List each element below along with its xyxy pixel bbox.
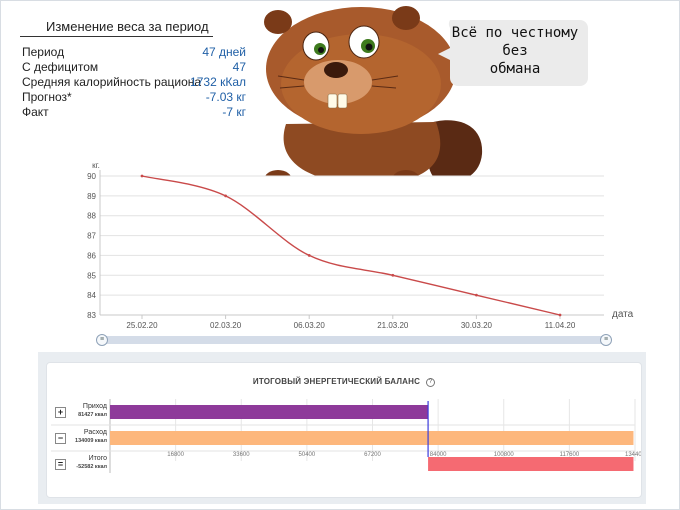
y-axis-label: кг. (92, 161, 100, 170)
stat-label: Прогноз* (22, 90, 72, 104)
energy-title-text: ИТОГОВЫЙ ЭНЕРГЕТИЧЕСКИЙ БАЛАНС (252, 377, 421, 386)
speech-bubble-text: Всё по честному без обмана (444, 24, 586, 78)
weight-series-line (141, 175, 561, 316)
y-tick-label: 88 (87, 212, 96, 221)
y-tick-label: 83 (87, 311, 96, 320)
expense-bar (110, 431, 634, 445)
x-tick-label: 100800 (494, 452, 515, 458)
bubble-line: обмана (489, 61, 541, 77)
expense-label-text: Расход (83, 429, 107, 436)
total-bar (428, 457, 634, 471)
energy-balance-panel: ИТОГОВЫЙ ЭНЕРГЕТИЧЕСКИЙ БАЛАНС? 16800 336… (46, 362, 642, 498)
x-tick-label: 84000 (430, 452, 447, 458)
stat-value: 1732 кКал (190, 75, 246, 89)
data-point (224, 194, 228, 198)
x-tick-label: 25.02.20 (126, 321, 158, 330)
income-toggle-button[interactable]: + (55, 407, 66, 418)
range-track[interactable] (100, 336, 608, 344)
income-label: Приход 81427 ккал (67, 403, 107, 419)
stat-row-deficit: С дефицитом 47 (20, 60, 250, 75)
data-point (391, 273, 395, 277)
y-tick-label: 86 (87, 251, 96, 260)
weight-line-chart: 90 89 88 87 86 85 84 83 кг. дата 25.02.20 02.03.20 0… (87, 161, 634, 330)
weight-stats: Изменение веса за период Период 47 дней … (20, 18, 250, 120)
range-handle-left[interactable]: ≡ (96, 334, 108, 346)
stat-value: -7.03 кг (205, 90, 246, 104)
x-tick-label: 134400 (625, 452, 641, 458)
data-point (307, 254, 311, 257)
total-value-text: -52582 ккал (76, 464, 107, 470)
y-tick-label: 87 (87, 232, 96, 241)
income-value-text: 81427 ккал (78, 412, 107, 418)
stat-label: С дефицитом (22, 60, 99, 74)
bubble-line: Всё по честному (451, 25, 579, 41)
stat-label: Период (22, 45, 65, 59)
range-handle-right[interactable]: ≡ (600, 334, 612, 346)
x-axis-label: дата (612, 309, 634, 320)
stat-value: 47 (232, 60, 246, 74)
expense-value-text: 134009 ккал (75, 438, 107, 444)
expense-toggle-button[interactable]: − (55, 433, 66, 444)
x-tick-label: 33600 (233, 452, 250, 458)
stat-value: 47 дней (202, 45, 246, 59)
x-tick-label: 02.03.20 (210, 321, 242, 330)
expense-label: Расход 134009 ккал (67, 429, 107, 445)
x-tick-label: 50400 (299, 452, 316, 458)
total-label-text: Итого (88, 455, 107, 462)
data-point (140, 174, 144, 178)
data-point (558, 313, 562, 317)
x-tick-label: 21.03.20 (377, 321, 409, 330)
help-icon[interactable]: ? (426, 378, 436, 387)
x-tick-label: 30.03.20 (461, 321, 493, 330)
stat-label: Средняя калорийность рациона (22, 75, 202, 89)
stats-title: Изменение веса за период (20, 19, 213, 37)
stat-label: Факт (22, 105, 49, 119)
y-tick-label: 90 (87, 172, 96, 181)
speech-bubble (438, 20, 588, 86)
x-tick-label: 67200 (364, 452, 381, 458)
stat-row-calories: Средняя калорийность рациона 1732 кКал (20, 75, 250, 90)
energy-title: ИТОГОВЫЙ ЭНЕРГЕТИЧЕСКИЙ БАЛАНС? (47, 377, 641, 387)
y-tick-label: 85 (87, 271, 96, 280)
x-tick-label: 06.03.20 (294, 321, 326, 330)
stat-row-forecast: Прогноз* -7.03 кг (20, 90, 250, 105)
y-tick-label: 89 (87, 192, 96, 201)
income-bar (110, 405, 429, 419)
bubble-line: без (502, 43, 528, 59)
income-label-text: Приход (82, 403, 107, 410)
total-toggle-button[interactable]: = (55, 459, 66, 470)
stat-value: -7 кг (222, 105, 246, 119)
stat-row-fact: Факт -7 кг (20, 105, 250, 120)
data-point (475, 293, 478, 297)
x-tick-label: 16800 (167, 452, 184, 458)
total-label: Итого -52582 ккал (67, 455, 107, 471)
y-tick-label: 84 (87, 291, 96, 300)
stat-row-period: Период 47 дней (20, 45, 250, 60)
x-tick-label: 117600 (560, 452, 580, 458)
date-range-slider[interactable]: ≡ ≡ (96, 334, 612, 346)
energy-bar-chart: 16800 33600 50400 67200 84000 100800 117600 134… (51, 399, 641, 473)
plot-area (100, 176, 604, 315)
x-tick-label: 11.04.20 (545, 321, 576, 330)
